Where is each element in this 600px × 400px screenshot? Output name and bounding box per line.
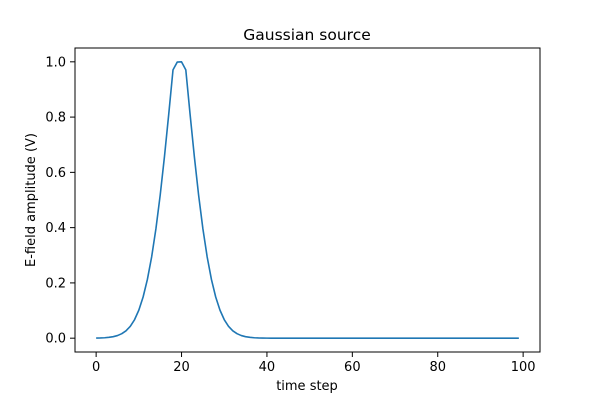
- plot-frame: [74, 47, 541, 353]
- chart-title: Gaussian source: [243, 26, 371, 44]
- x-tick-label: 40: [259, 360, 276, 375]
- y-axis: 0.0 0.2 0.4 0.6 0.8 1.0: [45, 55, 75, 347]
- series-line: [96, 61, 519, 339]
- y-tick-label: 0.0: [45, 332, 66, 347]
- x-tick-label: 100: [511, 360, 536, 375]
- x-axis: 0 20 40 60 80 100: [92, 352, 536, 375]
- y-tick-label: 0.6: [45, 166, 66, 181]
- plot-area: [74, 47, 541, 353]
- x-tick-label: 60: [344, 360, 361, 375]
- y-tick-label: 0.8: [45, 111, 66, 126]
- y-tick-label: 0.4: [45, 221, 66, 236]
- x-tick-label: 20: [173, 360, 190, 375]
- y-axis-label: E-field amplitude (V): [24, 133, 39, 267]
- x-axis-label: time step: [276, 379, 338, 394]
- y-tick-label: 1.0: [45, 55, 66, 70]
- x-tick-label: 80: [429, 360, 446, 375]
- x-tick-label: 0: [92, 360, 100, 375]
- y-tick-label: 0.2: [45, 276, 66, 291]
